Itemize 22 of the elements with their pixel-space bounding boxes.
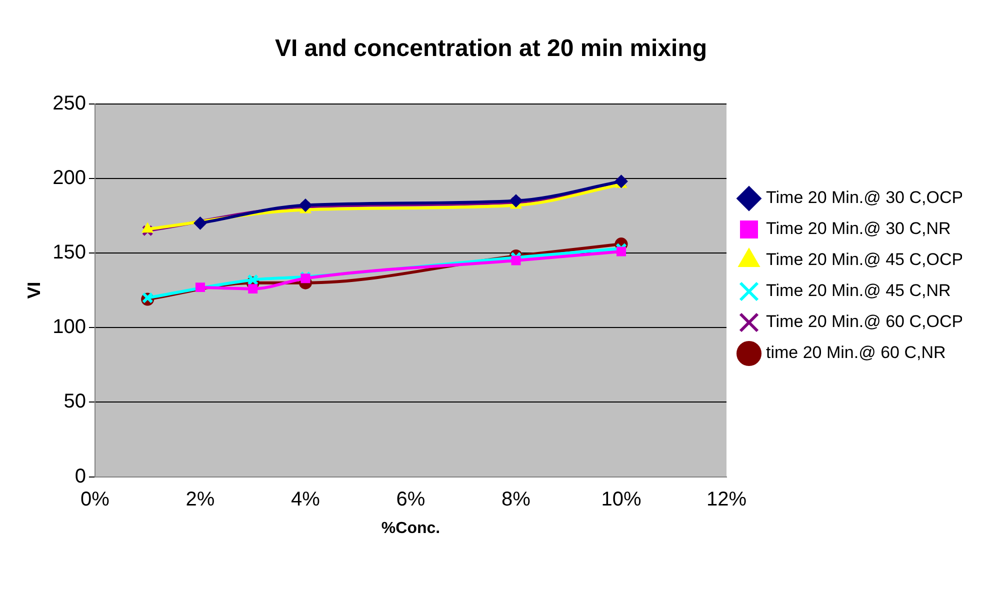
legend-label: Time 20 Min.@ 45 C,NR	[766, 281, 951, 300]
x-tick-label: 4%	[291, 488, 320, 510]
x-tick-label: 6%	[396, 488, 426, 510]
legend-label: Time 20 Min.@ 30 C,NR	[766, 219, 951, 238]
y-tick-label: 150	[52, 242, 86, 264]
legend-label: Time 20 Min.@ 60 C,OCP	[766, 312, 964, 332]
y-tick-label: 100	[52, 316, 86, 338]
x-axis-title: %Conc.	[381, 520, 440, 537]
x-tick-label: 12%	[706, 488, 747, 510]
x-tick-label: 2%	[186, 488, 215, 510]
x-tick-label: 8%	[502, 488, 531, 510]
y-tick-label: 0	[74, 465, 86, 488]
x-tick-label: 10%	[601, 488, 642, 510]
legend-label: Time 20 Min.@ 45 C,OCP	[766, 250, 964, 270]
y-tick-label: 50	[64, 390, 86, 413]
chart-title: VI and concentration at 20 min mixing	[274, 35, 708, 62]
y-tick-label: 250	[52, 92, 86, 114]
y-axis-title: VI	[24, 282, 44, 299]
x-tick-label: 0%	[80, 488, 110, 510]
legend-label: Time 20 Min.@ 30 C,OCP	[766, 188, 964, 208]
legend-label: time 20 Min.@ 60 C,NR	[766, 343, 946, 362]
y-tick-label: 200	[52, 166, 86, 189]
